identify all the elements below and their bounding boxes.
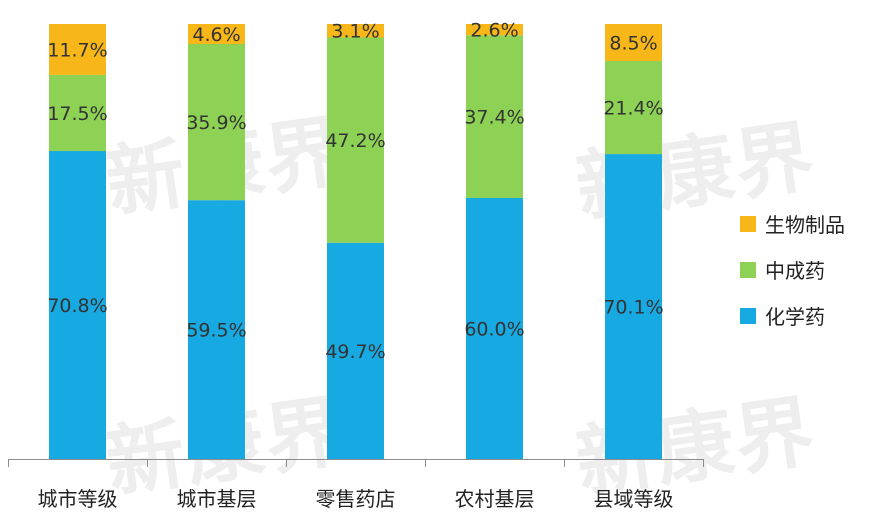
bar-segment bbox=[49, 24, 106, 75]
data-label: 47.2% bbox=[325, 130, 385, 152]
category-label: 零售药店 bbox=[316, 487, 396, 511]
bar-segment bbox=[466, 24, 523, 36]
bar-segment bbox=[188, 44, 245, 201]
bar-segment bbox=[605, 60, 662, 155]
data-label: 11.7% bbox=[47, 39, 107, 61]
data-label: 70.8% bbox=[47, 295, 107, 317]
legend-swatch bbox=[740, 262, 756, 278]
legend-swatch bbox=[740, 308, 756, 324]
legend-label: 化学药 bbox=[765, 305, 825, 329]
bar-segment bbox=[49, 151, 106, 459]
category-label: 城市基层 bbox=[177, 487, 257, 511]
category-label: 农村基层 bbox=[455, 487, 535, 511]
data-label: 49.7% bbox=[325, 341, 385, 363]
category-label: 县域等级 bbox=[594, 487, 674, 511]
bar-segment bbox=[327, 37, 384, 243]
data-label: 17.5% bbox=[47, 103, 107, 125]
data-label: 3.1% bbox=[331, 21, 379, 43]
bar-segment bbox=[466, 35, 523, 199]
data-label: 59.5% bbox=[186, 320, 246, 342]
bar-segment bbox=[327, 24, 384, 38]
legend-label: 中成药 bbox=[765, 259, 825, 283]
data-label: 21.4% bbox=[603, 98, 663, 120]
data-label: 2.6% bbox=[470, 20, 518, 42]
bar-segment bbox=[188, 200, 245, 460]
data-label: 70.1% bbox=[603, 297, 663, 319]
data-label: 60.0% bbox=[464, 319, 524, 341]
category-label: 城市等级 bbox=[38, 487, 118, 511]
data-label: 35.9% bbox=[186, 112, 246, 134]
bar-segment bbox=[605, 154, 662, 459]
bar-segment bbox=[605, 24, 662, 61]
bar-segment bbox=[466, 198, 523, 459]
bar-segment bbox=[49, 74, 106, 152]
data-label: 8.5% bbox=[609, 32, 657, 54]
legend-swatch bbox=[740, 216, 756, 232]
bar-segment bbox=[188, 24, 245, 45]
legend-label: 生物制品 bbox=[765, 213, 845, 237]
data-label: 37.4% bbox=[464, 107, 524, 129]
data-label: 4.6% bbox=[192, 24, 240, 46]
bar-segment bbox=[327, 242, 384, 459]
